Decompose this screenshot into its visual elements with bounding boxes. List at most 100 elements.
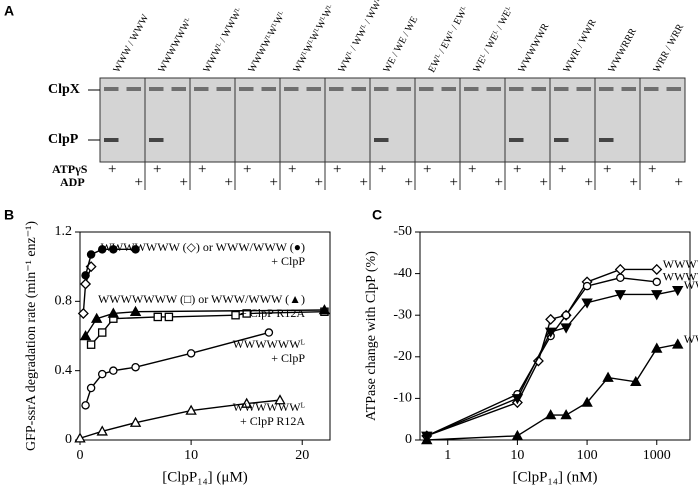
lane-label: WWWᴸ / WWWᴸ: [201, 6, 244, 75]
condition-mark: +: [648, 161, 656, 177]
band: [509, 138, 524, 142]
fit-line: [426, 343, 678, 441]
condition-label: ADP: [60, 175, 85, 189]
y-axis-label: GFP-ssrA degradation rate (min⁻¹ enz⁻¹): [24, 221, 39, 451]
y-tick-label: -10: [393, 391, 412, 406]
band: [554, 138, 569, 142]
lane-label: WWWRRR: [606, 26, 639, 74]
marker: [97, 369, 107, 379]
lane-label: WE / WE / WE: [381, 15, 420, 75]
band: [351, 87, 366, 91]
x-tick-label: 10: [184, 448, 198, 463]
marker: [109, 366, 118, 375]
condition-mark: +: [450, 174, 458, 190]
y-tick-label: 0: [405, 432, 412, 447]
marker: [81, 401, 90, 410]
marker: [630, 375, 642, 387]
x-tick-label: 100: [577, 448, 598, 463]
band: [374, 87, 389, 91]
marker: [652, 277, 662, 287]
condition-mark: +: [675, 174, 683, 190]
lane-label: WWW / WWW: [111, 12, 151, 74]
marker: [581, 298, 593, 309]
condition-mark: +: [198, 161, 206, 177]
lane-label: WWR / WWR: [561, 17, 598, 74]
marker: [560, 409, 572, 420]
condition-mark: +: [405, 174, 413, 190]
condition-mark: +: [270, 174, 278, 190]
marker: [582, 281, 592, 291]
band: [374, 138, 389, 142]
lane-label: WEᴸ / WEᴸ / WEᴸ: [471, 5, 515, 75]
band: [486, 87, 501, 91]
marker: [109, 245, 118, 254]
fit-line: [426, 289, 678, 437]
marker: [560, 323, 572, 334]
band-label: ClpX: [48, 82, 80, 97]
series-label: WWWWWR: [663, 270, 698, 284]
band: [126, 87, 141, 91]
panel-label: B: [4, 207, 14, 223]
band: [576, 87, 591, 91]
band: [554, 87, 569, 91]
annotation: + ClpP: [271, 351, 305, 365]
y-tick-label: -20: [393, 349, 412, 364]
annotation: + ClpP R12A: [240, 414, 305, 428]
condition-mark: +: [603, 161, 611, 177]
marker: [80, 278, 92, 290]
marker: [96, 425, 108, 436]
x-tick-label: 1000: [643, 448, 671, 463]
marker: [274, 394, 286, 405]
series-label: WWWRRR: [684, 332, 698, 346]
marker: [231, 310, 240, 320]
marker: [90, 312, 103, 323]
series-label: WWW/WWW: [684, 278, 698, 292]
annotation: WWWWWWW (□) or WWW/WWW (▲): [98, 292, 305, 306]
band: [599, 87, 614, 91]
marker: [651, 342, 663, 353]
marker: [97, 245, 107, 254]
band: [396, 87, 411, 91]
series-label: WWWWRR: [663, 257, 698, 271]
plot-frame: [79, 231, 331, 441]
band: [621, 87, 636, 91]
marker: [240, 397, 253, 408]
marker: [614, 290, 627, 301]
lane-label: WWᴸWᴸWᴸWᴸWᴸ: [291, 3, 336, 75]
lane-label: WWWWWWᴸ: [156, 16, 194, 75]
x-tick-label: 20: [295, 448, 309, 463]
marker: [602, 371, 614, 382]
band: [104, 87, 119, 91]
band: [149, 138, 164, 142]
marker: [264, 328, 274, 337]
y-tick-label: -50: [393, 224, 412, 239]
marker: [131, 362, 140, 372]
condition-mark: +: [630, 174, 638, 190]
y-tick-label: 0.4: [55, 363, 73, 378]
condition-mark: +: [333, 161, 341, 177]
marker: [79, 330, 92, 341]
marker: [77, 307, 89, 319]
fit-line: [426, 277, 657, 437]
band: [104, 138, 119, 142]
marker: [561, 310, 571, 320]
marker: [581, 396, 593, 407]
band: [216, 87, 231, 91]
marker: [672, 285, 684, 297]
y-tick-label: -40: [393, 266, 412, 281]
lane-label: WWWWWR: [516, 21, 551, 74]
marker: [86, 250, 96, 259]
condition-mark: +: [315, 174, 323, 190]
x-axis-label: [ClpP₁₄] (μM): [162, 469, 248, 485]
band: [239, 87, 254, 91]
y-tick-label: 0.8: [55, 294, 73, 309]
condition-mark: +: [423, 161, 431, 177]
marker: [651, 290, 663, 301]
marker: [421, 434, 433, 445]
band-label: ClpP: [48, 132, 79, 147]
band: [419, 87, 434, 91]
marker: [544, 409, 557, 420]
marker: [81, 271, 90, 280]
condition-mark: +: [378, 161, 386, 177]
condition-mark: +: [108, 161, 116, 177]
